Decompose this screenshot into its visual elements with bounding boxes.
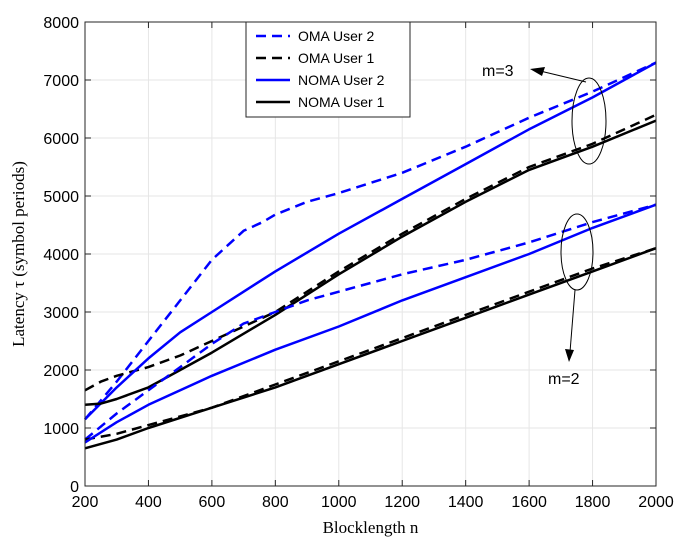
series-line-noma-user-2-m3 — [84, 61, 657, 421]
legend-entries: OMA User 2 OMA User 1 NOMA User 2 NOMA User… — [256, 28, 385, 110]
m2-arrow-line — [569, 289, 576, 353]
y-tick-label: 8000 — [43, 15, 79, 32]
legend-label: OMA User 2 — [298, 28, 374, 44]
series-group — [84, 61, 657, 450]
x-tick-label: 1400 — [448, 494, 484, 511]
series-line-oma-user-1-m3 — [84, 113, 657, 392]
m3-label: m=3 — [482, 63, 514, 80]
y-axis-label: Latency τ (symbol periods) — [9, 161, 28, 347]
legend-label: NOMA User 2 — [298, 72, 385, 88]
y-tick-label: 7000 — [43, 73, 79, 90]
series-line-noma-user-2-m2 — [84, 203, 657, 444]
x-tick-label: 800 — [262, 494, 289, 511]
series-line-oma-user-2-m3 — [84, 61, 657, 421]
y-tick-label: 0 — [70, 479, 79, 496]
x-tick-label: 200 — [72, 494, 99, 511]
y-tick-label: 2000 — [43, 363, 79, 380]
m2-arrowhead — [565, 349, 574, 362]
ticks: 200 400 600 800 1000 1200 1400 1600 1800 2000 0 100… — [43, 15, 673, 511]
series-line-noma-user-1-m3 — [84, 119, 657, 407]
m2-label: m=2 — [548, 371, 580, 388]
m2-ellipse — [560, 213, 594, 291]
y-tick-label: 4000 — [43, 247, 79, 264]
x-axis-label: Blocklength n — [323, 518, 419, 537]
legend-label: OMA User 1 — [298, 50, 374, 66]
x-tick-label: 400 — [135, 494, 162, 511]
m3-ellipse — [571, 77, 607, 165]
m3-arrowhead — [530, 67, 545, 76]
x-tick-label: 1600 — [511, 494, 547, 511]
m3-arrow-line — [535, 69, 587, 83]
x-tick-label: 2000 — [638, 494, 674, 511]
y-tick-label: 3000 — [43, 305, 79, 322]
x-tick-label: 1800 — [575, 494, 611, 511]
y-tick-label: 5000 — [43, 189, 79, 206]
series-line-oma-user-1-m2 — [84, 247, 657, 441]
x-tick-label: 1200 — [384, 494, 420, 511]
annotations: m=3 m=2 — [482, 63, 607, 388]
legend-label: NOMA User 1 — [298, 94, 385, 110]
series-line-oma-user-2-m2 — [84, 203, 657, 441]
y-tick-label: 6000 — [43, 131, 79, 148]
series-line-noma-user-1-m2 — [84, 247, 657, 450]
y-tick-label: 1000 — [43, 421, 79, 438]
x-tick-label: 600 — [199, 494, 226, 511]
legend: OMA User 2 OMA User 1 NOMA User 2 NOMA User… — [245, 21, 411, 118]
x-tick-label: 1000 — [321, 494, 357, 511]
